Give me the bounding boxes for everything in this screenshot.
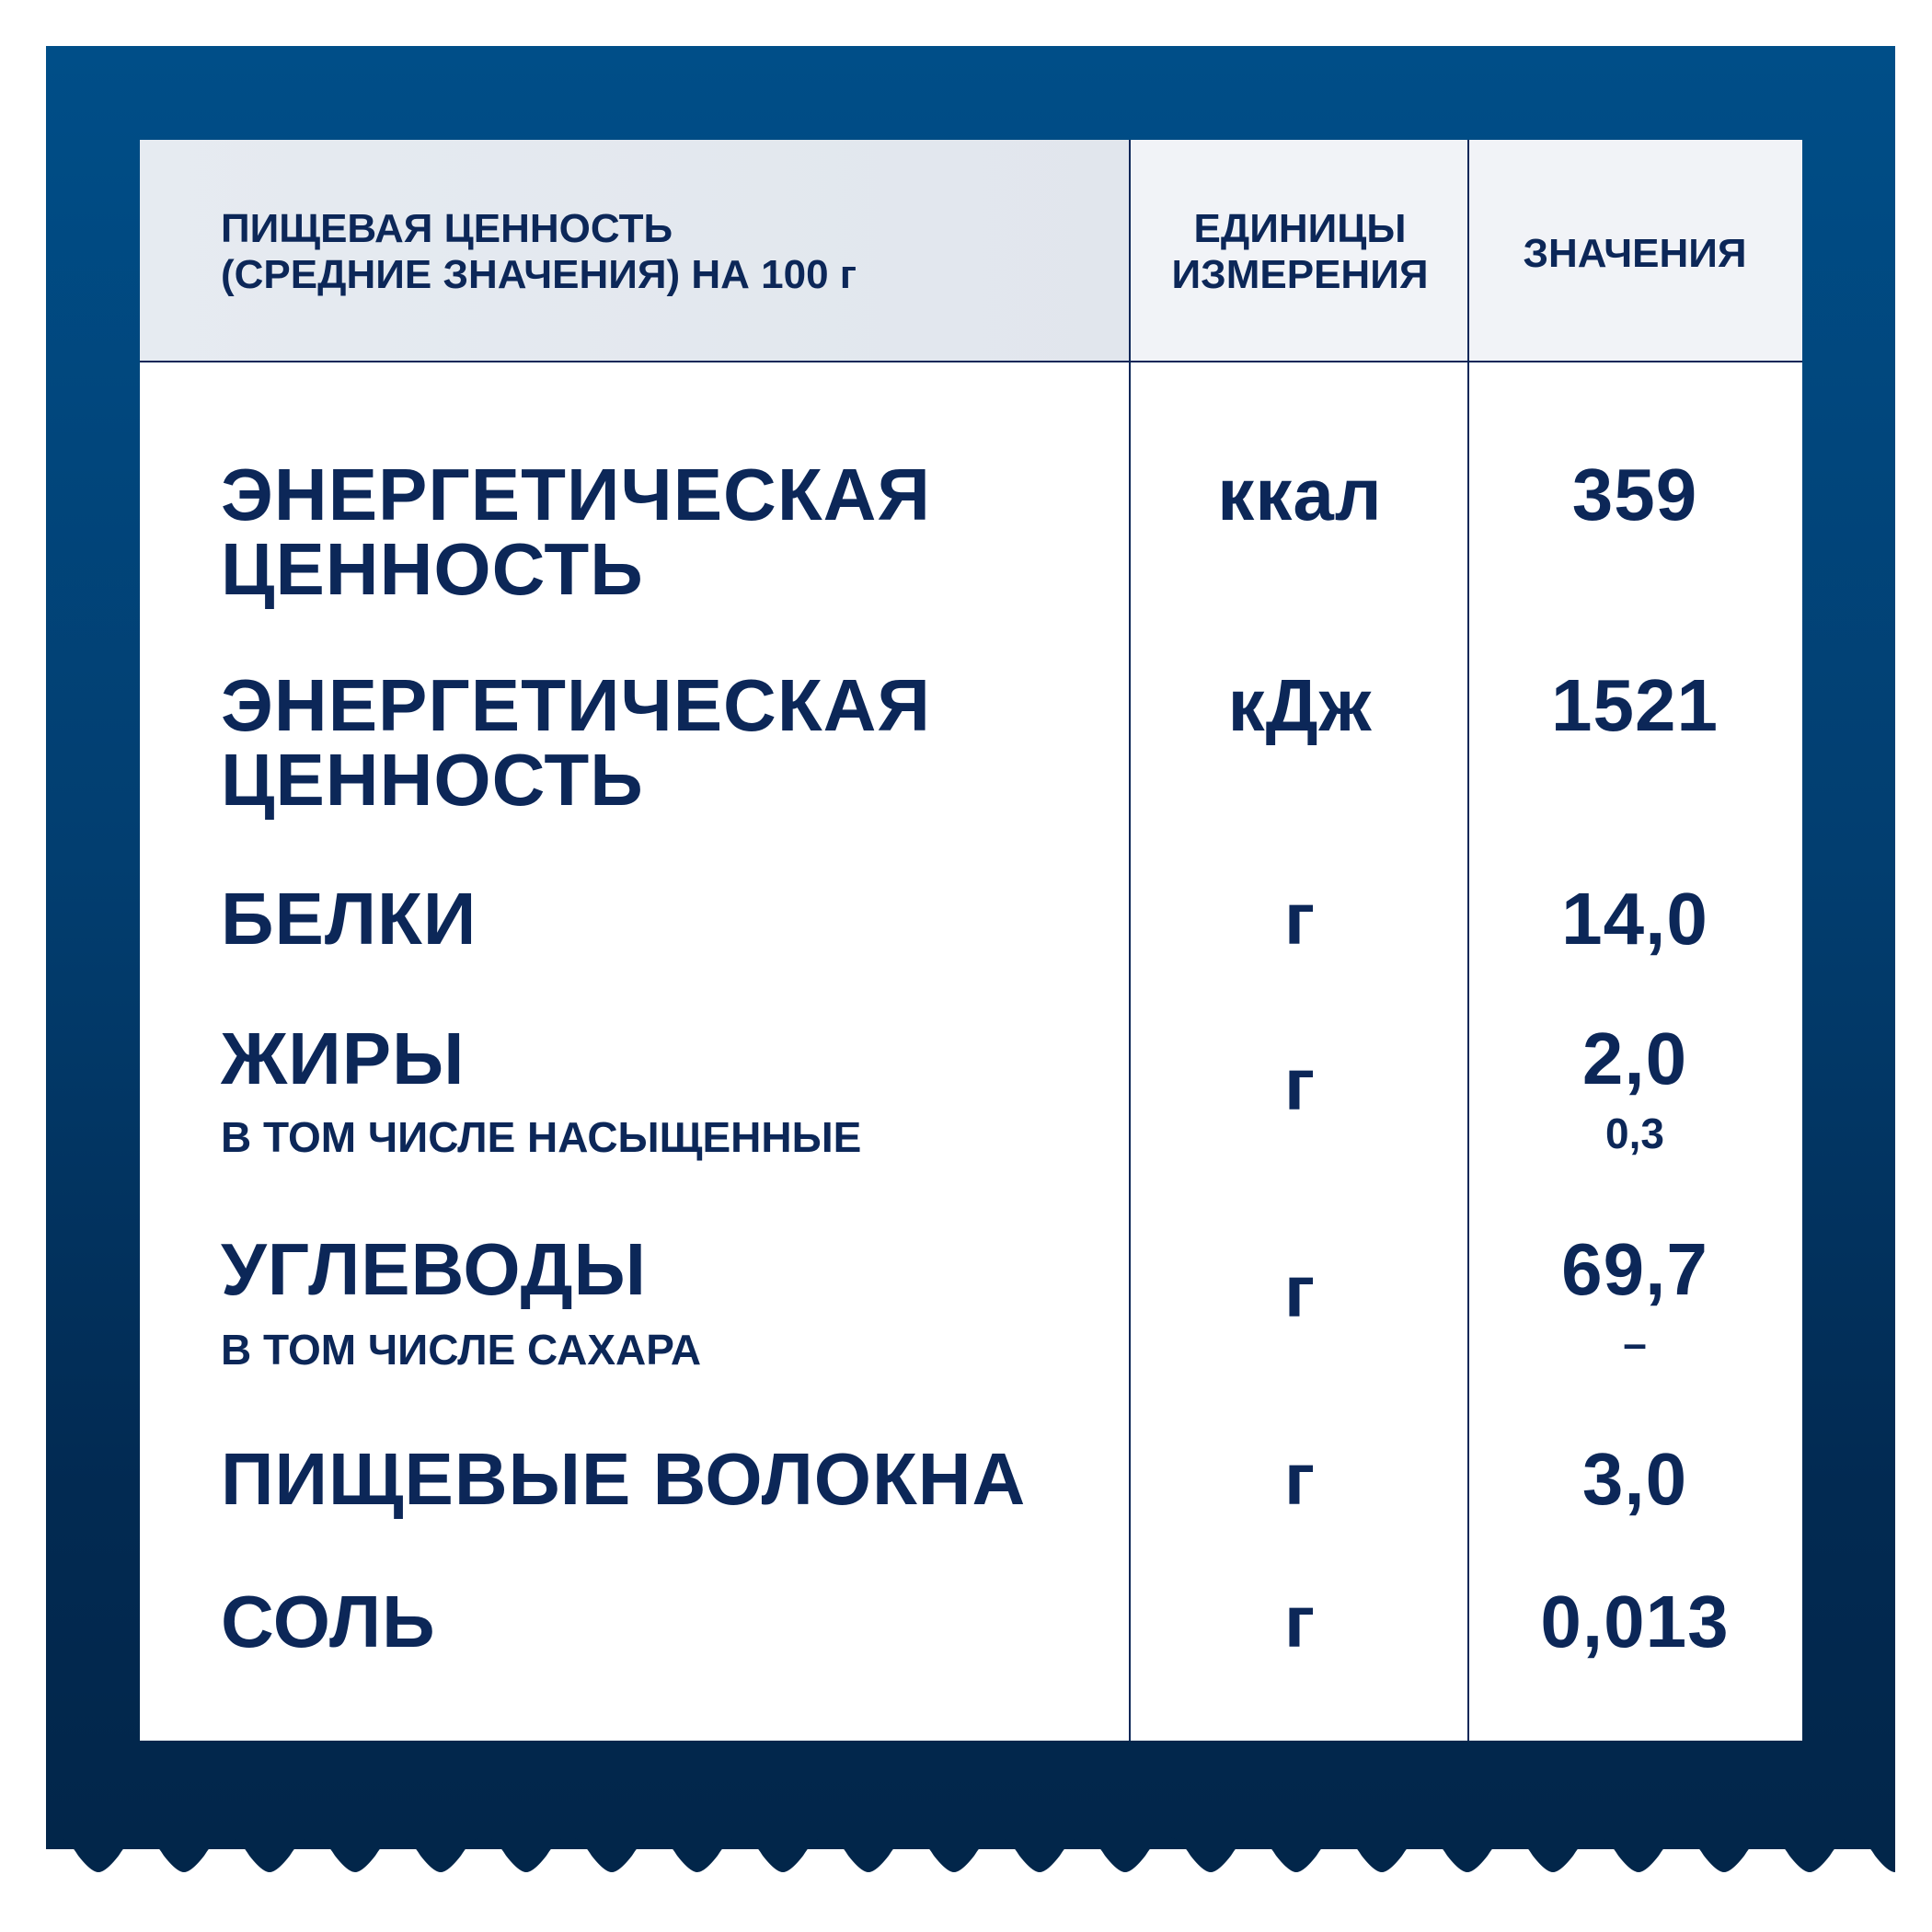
wavy-bottom-edge — [46, 1835, 1895, 1872]
row-label: УГЛЕВОДЫ — [221, 1228, 647, 1310]
row-unit: г — [1283, 878, 1317, 960]
wave-shape — [46, 1835, 1895, 1872]
row-value: 3,0 — [1581, 1438, 1688, 1520]
row-label: СОЛЬ — [221, 1581, 436, 1662]
row-unit: г — [1283, 1043, 1317, 1125]
row-label: ЖИРЫ — [221, 1018, 466, 1099]
row-value: 359 — [1571, 454, 1698, 535]
header-cell-units-values — [1130, 140, 1802, 361]
header-values: ЗНАЧЕНИЯ — [1523, 231, 1747, 276]
row-label: ЭНЕРГЕТИЧЕСКАЯ — [221, 454, 931, 535]
row-label: ЦЕННОСТЬ — [221, 528, 644, 610]
row-value: 2,0 — [1581, 1018, 1688, 1099]
row-subvalue: – — [1623, 1319, 1647, 1367]
row-value: 69,7 — [1561, 1228, 1708, 1310]
row-unit: г — [1283, 1250, 1317, 1332]
row-sublabel: В ТОМ ЧИСЛЕ НАСЫЩЕННЫЕ — [221, 1113, 862, 1161]
header-nutrition: ПИЩЕВАЯ ЦЕННОСТЬ (СРЕДНИЕ ЗНАЧЕНИЯ) НА 1… — [221, 206, 857, 297]
row-label: БЕЛКИ — [221, 878, 477, 960]
row-value: 14,0 — [1561, 878, 1708, 960]
row-label: ЭНЕРГЕТИЧЕСКАЯ — [221, 664, 931, 746]
header-cell-nutrition — [140, 140, 1130, 361]
column-divider — [1467, 140, 1469, 1741]
row-value: 1521 — [1551, 664, 1719, 746]
header-units: ЕДИНИЦЫ ИЗМЕРЕНИЯ — [1171, 206, 1429, 297]
row-unit: г — [1283, 1438, 1317, 1520]
header-divider — [140, 361, 1802, 362]
row-subvalue: 0,3 — [1605, 1110, 1664, 1157]
row-label: ПИЩЕВЫЕ ВОЛОКНА — [221, 1438, 1027, 1520]
row-unit: ккал — [1217, 454, 1383, 535]
row-sublabel: В ТОМ ЧИСЛЕ САХАРА — [221, 1326, 702, 1374]
row-unit: кДж — [1227, 664, 1373, 746]
column-divider — [1129, 140, 1131, 1741]
row-label: ЦЕННОСТЬ — [221, 739, 644, 821]
row-value: 0,013 — [1540, 1581, 1730, 1662]
nutrition-table: ПИЩЕВАЯ ЦЕННОСТЬ (СРЕДНИЕ ЗНАЧЕНИЯ) НА 1… — [140, 140, 1802, 1741]
row-unit: г — [1283, 1581, 1317, 1662]
